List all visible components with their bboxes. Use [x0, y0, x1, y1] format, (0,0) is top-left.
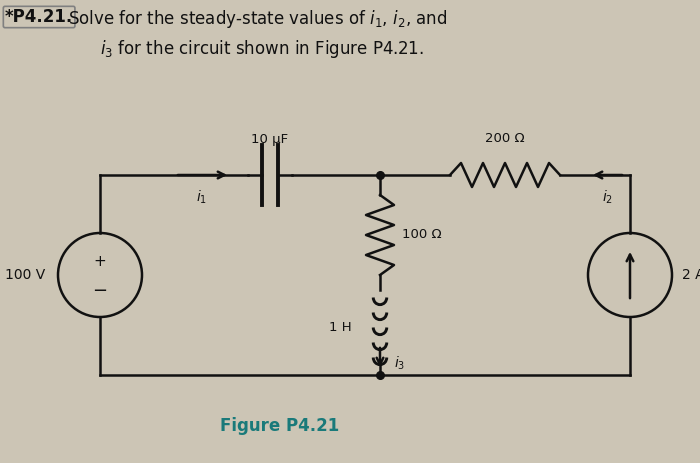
- Text: +: +: [94, 254, 106, 269]
- Text: *P4.21.: *P4.21.: [5, 8, 74, 26]
- Text: $i_1$: $i_1$: [197, 189, 208, 206]
- Text: $i_3$ for the circuit shown in Figure P4.21.: $i_3$ for the circuit shown in Figure P4…: [100, 38, 424, 60]
- Text: 100 V: 100 V: [5, 268, 45, 282]
- Text: 2 A: 2 A: [682, 268, 700, 282]
- Text: Solve for the steady-state values of $i_1$, $i_2$, and: Solve for the steady-state values of $i_…: [68, 8, 447, 30]
- Text: 1 H: 1 H: [330, 321, 352, 334]
- Text: 200 Ω: 200 Ω: [485, 132, 525, 145]
- Text: $i_3$: $i_3$: [394, 354, 405, 372]
- Text: $i_2$: $i_2$: [603, 189, 613, 206]
- Text: 10 μF: 10 μF: [251, 133, 288, 146]
- Text: 100 Ω: 100 Ω: [402, 229, 442, 242]
- Text: Figure P4.21: Figure P4.21: [220, 417, 340, 435]
- Text: −: −: [92, 282, 108, 300]
